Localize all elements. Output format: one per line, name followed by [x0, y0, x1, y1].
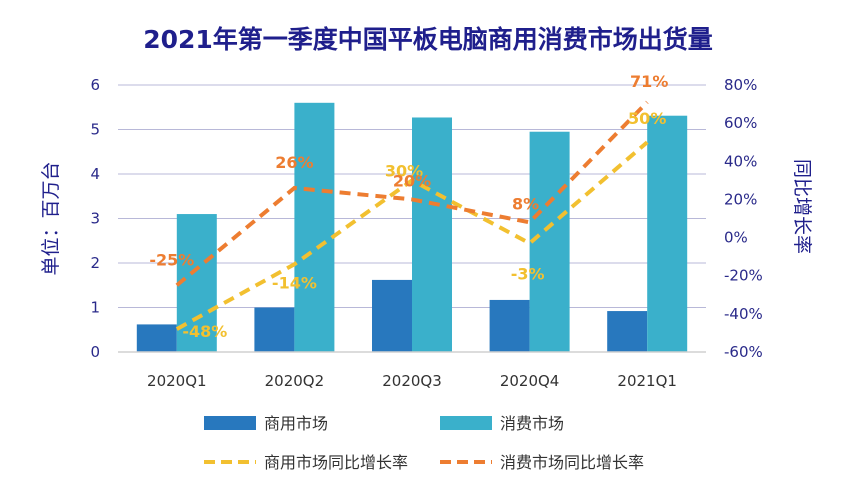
bar [412, 117, 452, 352]
y-tick-label-left: 5 [90, 121, 100, 139]
legend-label: 消费市场同比增长率 [500, 453, 644, 472]
growth-line [175, 100, 649, 287]
y-axis-title-right: 同比增长率 [791, 159, 813, 254]
bar [647, 115, 688, 352]
axes: 0 1 2 3 4 5 6 -60% -40% -20% 0% 20% 40% 60% 80% 2020Q1 2… [90, 76, 762, 390]
data-label: 71% [630, 72, 668, 91]
x-tick-label: 2020Q4 [500, 372, 560, 390]
bar [529, 131, 570, 352]
y-tick-label-left: 6 [90, 76, 100, 94]
growth-lines [175, 100, 649, 331]
data-label: -14% [272, 273, 317, 292]
bar [489, 299, 530, 352]
y-axis-title-left: 单位：百万台 [40, 161, 62, 275]
chart-title: 2021年第一季度中国平板电脑商用消费市场出货量 [143, 25, 713, 54]
y-tick-label-right: 20% [724, 190, 757, 208]
bar [372, 279, 412, 352]
data-label: 26% [275, 153, 313, 172]
y-tick-label-left: 0 [90, 343, 100, 361]
data-label: 20% [393, 171, 431, 190]
legend-label: 商用市场同比增长率 [264, 453, 408, 472]
legend-label: 商用市场 [264, 414, 328, 433]
legend-swatch [204, 416, 256, 430]
y-tick-label-left: 4 [90, 165, 100, 183]
y-tick-label-left: 1 [90, 299, 100, 317]
bar [176, 214, 217, 352]
data-label: -3% [511, 264, 545, 283]
y-tick-label-right: -40% [724, 305, 763, 323]
bars [136, 102, 688, 352]
growth-line [175, 140, 649, 331]
x-tick-label: 2020Q1 [147, 372, 207, 390]
data-label: -48% [182, 322, 227, 341]
data-label: 8% [512, 194, 539, 213]
x-tick-label: 2021Q1 [617, 372, 677, 390]
y-tick-label-right: -60% [724, 343, 763, 361]
legend-swatch [440, 416, 492, 430]
data-label: 30% [385, 161, 423, 180]
y-tick-label-left: 3 [90, 210, 100, 228]
data-labels: -48% -14% 30% -3% 50% -25% 26% 20% 8% 71% [149, 72, 668, 341]
y-tick-label-right: 40% [724, 152, 757, 170]
y-tick-label-right: 80% [724, 76, 757, 94]
data-label: 50% [628, 109, 666, 128]
bar [294, 102, 335, 352]
y-tick-label-right: 0% [724, 229, 748, 247]
y-tick-label-right: 60% [724, 114, 757, 132]
bar [136, 324, 177, 352]
data-label: -25% [149, 250, 194, 269]
y-tick-label-right: -20% [724, 267, 763, 285]
x-tick-label: 2020Q3 [382, 372, 442, 390]
legend-label: 消费市场 [500, 414, 564, 433]
x-tick-label: 2020Q2 [265, 372, 325, 390]
bar [254, 307, 295, 352]
y-tick-label-left: 2 [90, 254, 100, 272]
bar [607, 311, 648, 352]
